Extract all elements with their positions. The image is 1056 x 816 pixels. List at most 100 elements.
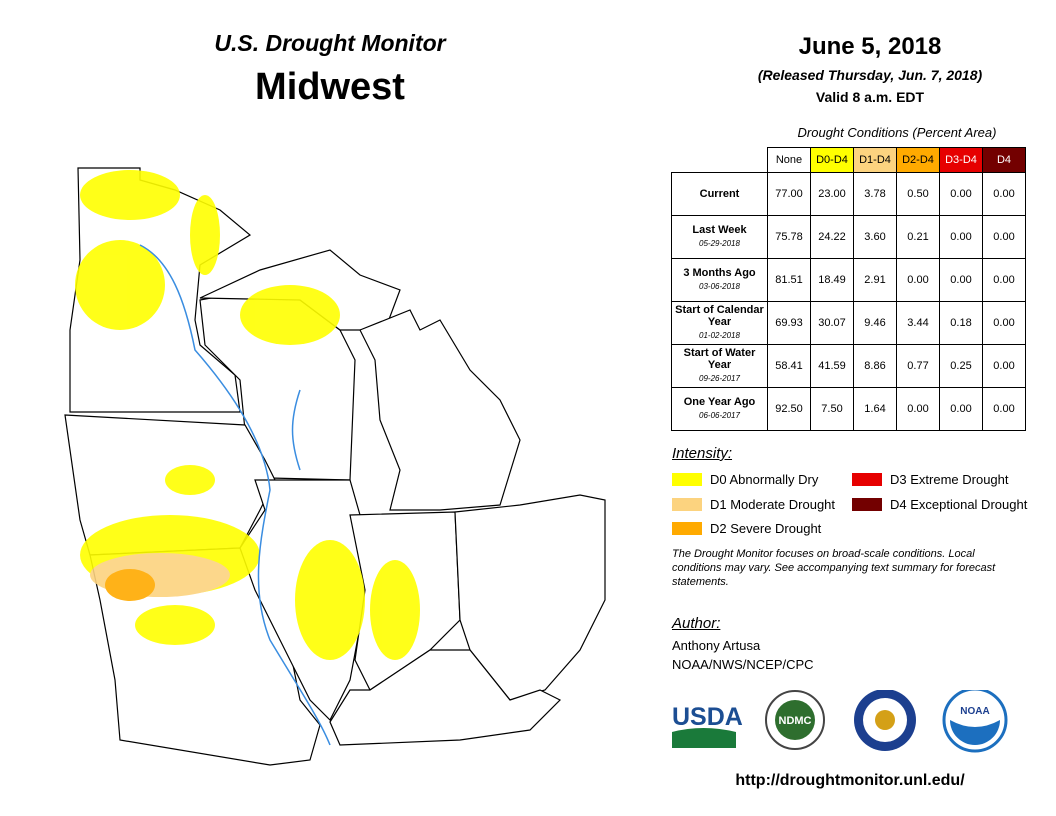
legend-title: Intensity: bbox=[672, 445, 733, 462]
row-name: Start of Calendar Year bbox=[675, 304, 764, 328]
cell: 0.00 bbox=[982, 301, 1026, 345]
column-header: D4 bbox=[982, 147, 1026, 173]
cell: 0.00 bbox=[982, 387, 1026, 431]
cell: 0.00 bbox=[939, 258, 983, 302]
cell: 24.22 bbox=[810, 215, 854, 259]
author-label: Author: bbox=[672, 615, 721, 632]
cell: 2.91 bbox=[853, 258, 897, 302]
legend-label: D4 Exceptional Drought bbox=[890, 497, 1028, 512]
author-name: Anthony Artusa bbox=[672, 638, 761, 653]
cell: 0.00 bbox=[982, 215, 1026, 259]
row-date: 09-26-2017 bbox=[699, 374, 740, 383]
cell: 18.49 bbox=[810, 258, 854, 302]
table-row: One Year Ago 06-06-2017 92.50 7.50 1.64 0.00 0… bbox=[671, 387, 1026, 431]
noaa-logo: NOAA bbox=[960, 706, 989, 717]
legend-swatch bbox=[672, 473, 702, 486]
column-header: D2-D4 bbox=[896, 147, 940, 173]
cell: 0.00 bbox=[896, 387, 940, 431]
row-label: Start of Water Year 09-26-2017 bbox=[671, 344, 768, 388]
legend-item: D1 Moderate Drought bbox=[672, 497, 835, 512]
row-label: Start of Calendar Year 01-02-2018 bbox=[671, 301, 768, 345]
row-label: 3 Months Ago 03-06-2018 bbox=[671, 258, 768, 302]
title: U.S. Drought Monitor bbox=[214, 30, 446, 56]
cell: 0.50 bbox=[896, 172, 940, 216]
legend-swatch bbox=[672, 498, 702, 511]
region: Midwest bbox=[255, 66, 405, 108]
url: http://droughtmonitor.unl.edu/ bbox=[735, 772, 965, 789]
table-row: 3 Months Ago 03-06-2018 81.51 18.49 2.91 0.00… bbox=[671, 258, 1026, 302]
cell: 30.07 bbox=[810, 301, 854, 345]
usda-logo: USDA bbox=[672, 703, 743, 731]
cell: 3.60 bbox=[853, 215, 897, 259]
legend-item: D4 Exceptional Drought bbox=[852, 497, 1027, 512]
drought-areas bbox=[75, 170, 420, 660]
row-name: Start of Water Year bbox=[683, 347, 756, 371]
cell: 0.00 bbox=[939, 172, 983, 216]
cell: 92.50 bbox=[767, 387, 811, 431]
map bbox=[64, 167, 606, 766]
author-org: NOAA/NWS/NCEP/CPC bbox=[672, 657, 814, 672]
cell: 0.00 bbox=[939, 387, 983, 431]
ndmc-logo: NDMC bbox=[779, 715, 812, 727]
cell: 58.41 bbox=[767, 344, 811, 388]
legend-item: D3 Extreme Drought bbox=[852, 472, 1009, 487]
cell: 0.00 bbox=[982, 344, 1026, 388]
noaa-wave bbox=[950, 720, 1000, 745]
table-row: Last Week 05-29-2018 75.78 24.22 3.60 0.21 0.0… bbox=[671, 215, 1026, 259]
cell: 41.59 bbox=[810, 344, 854, 388]
row-date: 01-02-2018 bbox=[699, 331, 740, 340]
row-date: 05-29-2018 bbox=[699, 239, 740, 248]
legend-item: D2 Severe Drought bbox=[672, 521, 821, 536]
legend-swatch bbox=[672, 522, 702, 535]
table-caption: Drought Conditions (Percent Area) bbox=[797, 125, 997, 140]
logos: USDA NDMC NOAA bbox=[672, 690, 1008, 753]
note: The Drought Monitor focuses on broad-sca… bbox=[672, 548, 996, 588]
map-date: June 5, 2018 bbox=[798, 33, 942, 60]
column-header: D0-D4 bbox=[810, 147, 854, 173]
cell: 0.00 bbox=[982, 258, 1026, 302]
legend-swatch bbox=[852, 473, 882, 486]
cell: 0.77 bbox=[896, 344, 940, 388]
cell: 9.46 bbox=[853, 301, 897, 345]
rivers bbox=[139, 244, 331, 746]
legend-label: D0 Abnormally Dry bbox=[710, 472, 819, 487]
usda-swoosh bbox=[672, 728, 736, 748]
row-label: One Year Ago 06-06-2017 bbox=[671, 387, 768, 431]
column-header: None bbox=[767, 147, 811, 173]
released: (Released Thursday, Jun. 7, 2018) bbox=[757, 67, 983, 83]
table-row: Current 77.00 23.00 3.78 0.50 0.00 0.00 bbox=[671, 172, 1026, 216]
header-row: None D0-D4 D1-D4 D2-D4 D3-D4 D4 bbox=[672, 147, 1026, 173]
stats-table: None D0-D4 D1-D4 D2-D4 D3-D4 D4 Current 77.00 23… bbox=[671, 147, 1026, 431]
cell: 0.25 bbox=[939, 344, 983, 388]
column-header: D1-D4 bbox=[853, 147, 897, 173]
cell: 0.00 bbox=[939, 215, 983, 259]
cell: 81.51 bbox=[767, 258, 811, 302]
cell: 0.21 bbox=[896, 215, 940, 259]
row-date: 03-06-2018 bbox=[699, 282, 740, 291]
table-row: Start of Water Year 09-26-2017 58.41 41.59 8… bbox=[671, 344, 1026, 388]
row-name: 3 Months Ago bbox=[683, 267, 756, 279]
legend-swatch bbox=[852, 498, 882, 511]
legend-label: D2 Severe Drought bbox=[710, 521, 822, 536]
cell: 0.00 bbox=[982, 172, 1026, 216]
commerce-eagle bbox=[875, 710, 895, 730]
cell: 7.50 bbox=[810, 387, 854, 431]
row-date: 06-06-2017 bbox=[699, 411, 740, 420]
row-name: Current bbox=[699, 188, 740, 200]
cell: 75.78 bbox=[767, 215, 811, 259]
legend-label: D1 Moderate Drought bbox=[710, 497, 836, 512]
valid: Valid 8 a.m. EDT bbox=[815, 89, 925, 105]
row-label: Last Week 05-29-2018 bbox=[671, 215, 768, 259]
cell: 8.86 bbox=[853, 344, 897, 388]
row-name: Last Week bbox=[692, 224, 747, 236]
cell: 23.00 bbox=[810, 172, 854, 216]
cell: 3.44 bbox=[896, 301, 940, 345]
legend-label: D3 Extreme Drought bbox=[890, 472, 1009, 487]
column-header: D3-D4 bbox=[939, 147, 983, 173]
row-label: Current bbox=[671, 172, 768, 216]
ndmc-inner bbox=[775, 700, 815, 740]
cell: 3.78 bbox=[853, 172, 897, 216]
cell: 0.00 bbox=[896, 258, 940, 302]
cell: 1.64 bbox=[853, 387, 897, 431]
